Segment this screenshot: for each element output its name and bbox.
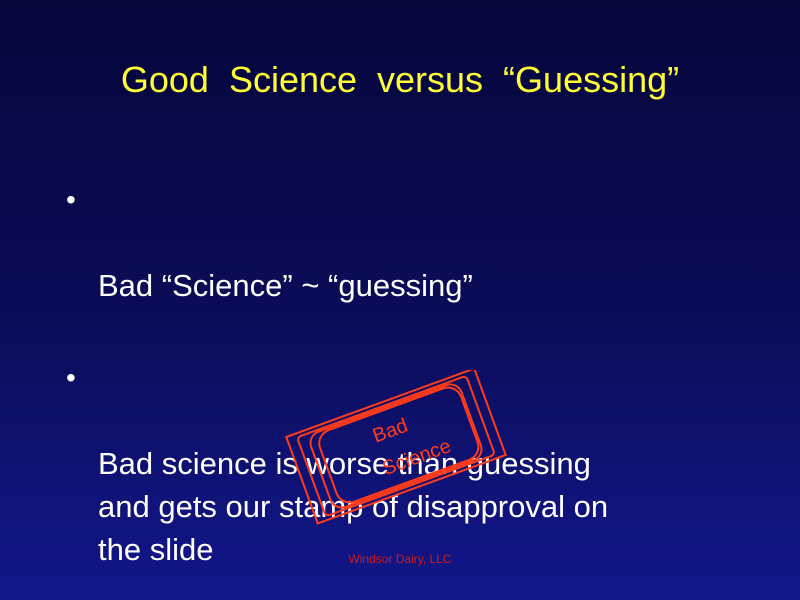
bad-science-stamp: Bad Science bbox=[285, 370, 507, 525]
bullet-list: • Bad “Science” ~ “guessing” • Bad scien… bbox=[66, 178, 706, 571]
bullet-text: Bad “Science” ~ “guessing” bbox=[98, 268, 473, 303]
footer-company: Windsor Dairy, LLC bbox=[348, 552, 452, 566]
bullet-item: • Bad science is worse than guessing and… bbox=[66, 356, 706, 571]
slide-title: Good Science versus “Guessing” bbox=[120, 59, 680, 100]
stamp-border-outer bbox=[285, 370, 507, 525]
bullet-marker: • bbox=[66, 362, 76, 393]
stamp-border-innermost bbox=[318, 386, 480, 504]
bullet-text: Bad science is worse than guessing and g… bbox=[98, 446, 609, 567]
stamp-border-middle bbox=[297, 375, 495, 517]
stamp-text-line1: Bad bbox=[370, 415, 411, 448]
bullet-marker: • bbox=[66, 184, 76, 215]
bullet-item: • Bad “Science” ~ “guessing” bbox=[66, 178, 706, 307]
stamp-border-inner bbox=[309, 383, 483, 509]
